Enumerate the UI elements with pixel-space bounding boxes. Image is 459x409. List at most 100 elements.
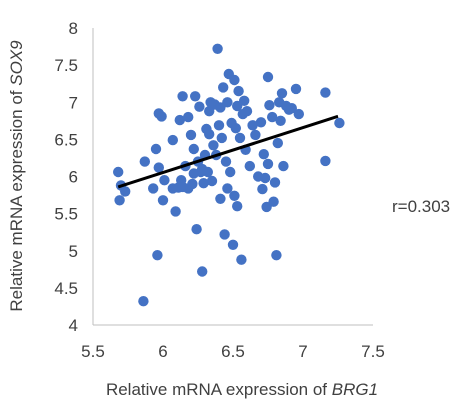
trendline: [117, 114, 339, 189]
data-point-89: [293, 108, 304, 120]
data-point-46: [216, 132, 227, 144]
data-point-43: [212, 43, 223, 54]
correlation-annotation: r=0.303: [392, 197, 450, 216]
data-point-78: [269, 177, 281, 188]
data-point-75: [262, 71, 274, 83]
data-point-67: [250, 129, 261, 141]
data-point-98: [229, 190, 240, 201]
data-point-65: [244, 160, 255, 172]
data-point-30: [194, 101, 205, 112]
data-point-95: [188, 168, 199, 179]
data-point-76: [264, 100, 275, 111]
data-point-90: [320, 87, 331, 98]
data-point-2: [114, 195, 125, 206]
data-point-5: [138, 296, 149, 307]
data-point-84: [278, 160, 289, 172]
data-point-71: [258, 149, 269, 160]
data-point-24: [185, 129, 197, 141]
data-point-4: [120, 186, 131, 197]
data-point-23: [183, 111, 194, 123]
data-point-70: [257, 183, 268, 195]
x-axis-title-prefix: Relative mRNA expression of: [106, 380, 332, 399]
data-point-72: [260, 172, 271, 184]
data-point-25: [187, 178, 198, 190]
data-point-99: [268, 196, 279, 207]
data-point-57: [232, 201, 243, 212]
y-axis-title: Relative mRNA expression of SOX9: [7, 40, 26, 312]
data-point-52: [225, 166, 236, 178]
x-tick-label-4: 7: [298, 342, 307, 361]
x-tick-label-1: 5.5: [81, 342, 105, 361]
data-point-13: [157, 195, 169, 206]
y-axis-title-gene: SOX9: [7, 40, 26, 86]
data-point-96: [197, 163, 208, 175]
data-point-69: [255, 117, 267, 128]
y-tick-label-8: 7.5: [54, 56, 78, 75]
data-point-9: [152, 250, 163, 261]
x-tick-label-5: 7.5: [361, 342, 385, 361]
x-axis-title-gene: BRG1: [332, 380, 378, 399]
y-tick-label-5: 6: [69, 168, 78, 187]
data-point-97: [222, 183, 233, 194]
data-point-55: [229, 74, 240, 86]
data-point-58: [233, 85, 244, 97]
data-point-47: [218, 82, 229, 93]
y-tick-label-6: 6.5: [54, 130, 78, 149]
data-point-101: [215, 102, 226, 113]
data-point-44: [213, 120, 225, 131]
data-point-82: [275, 115, 286, 127]
data-point-32: [197, 266, 208, 277]
data-point-80: [272, 137, 283, 149]
x-tick-labels: 5.5 6 6.5 7 7.5: [81, 342, 385, 361]
data-points: [113, 43, 345, 307]
data-point-54: [227, 239, 239, 250]
data-point-28: [191, 224, 202, 235]
data-point-10: [153, 162, 164, 173]
data-point-15: [167, 134, 178, 146]
y-tick-label-9: 8: [69, 19, 78, 38]
y-tick-labels: 4 4.5 5 5.5 6 6.5 7 7.5 8: [54, 19, 78, 335]
data-point-8: [150, 143, 162, 155]
y-tick-label-1: 4: [69, 316, 78, 335]
data-point-56: [230, 123, 241, 134]
data-point-7: [148, 183, 159, 194]
x-tick-label-2: 6: [158, 342, 167, 361]
y-tick-label-3: 5: [69, 242, 78, 261]
data-point-26: [188, 143, 199, 155]
y-tick-label-4: 5.5: [54, 205, 78, 224]
x-tick-label-3: 6.5: [221, 342, 245, 361]
data-point-40: [208, 140, 219, 151]
data-point-27: [190, 91, 201, 102]
data-point-39: [206, 175, 218, 187]
y-tick-label-2: 4.5: [54, 279, 78, 298]
data-point-33: [198, 178, 209, 189]
y-tick-label-7: 7: [69, 93, 78, 112]
data-point-88: [290, 83, 302, 95]
data-point-77: [267, 111, 278, 123]
data-point-1: [113, 166, 124, 178]
data-point-100: [204, 129, 215, 140]
y-axis-title-prefix: Relative mRNA expression of: [7, 86, 26, 312]
data-point-79: [271, 250, 282, 261]
data-point-91: [320, 155, 331, 167]
data-point-102: [232, 100, 243, 112]
data-point-59: [234, 132, 246, 144]
data-point-92: [334, 117, 345, 129]
data-point-93: [167, 183, 178, 194]
data-point-14: [159, 175, 170, 186]
data-point-74: [262, 158, 274, 170]
data-point-83: [276, 88, 288, 99]
data-point-48: [219, 229, 230, 240]
data-point-87: [286, 103, 297, 114]
data-point-6: [139, 156, 150, 167]
data-point-64: [241, 106, 253, 117]
data-point-60: [236, 254, 247, 265]
data-point-94: [177, 181, 188, 193]
data-point-66: [247, 120, 258, 131]
data-point-12: [156, 111, 167, 122]
x-axis-title: Relative mRNA expression of BRG1: [106, 380, 378, 399]
data-point-18: [174, 114, 185, 126]
data-point-45: [215, 193, 226, 204]
data-point-20: [177, 91, 188, 102]
